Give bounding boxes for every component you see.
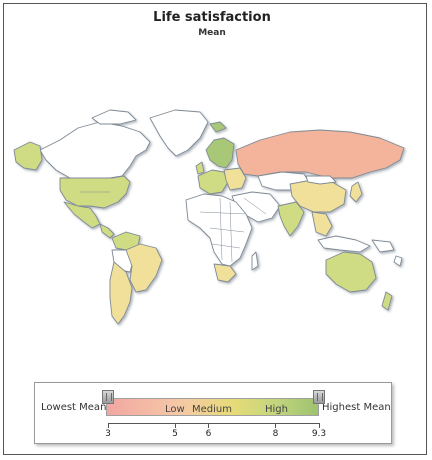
legend-tick-0 [108,423,109,428]
legend-tick-label-3: 8 [272,429,279,439]
region-canada[interactable] [39,121,151,179]
legend-tick-4 [319,423,320,428]
africa-border-2 [209,227,245,233]
legend-handle-max[interactable] [313,390,325,404]
region-russia[interactable] [235,129,405,179]
legend-axis-line [108,423,319,424]
mideast-border [243,197,267,215]
legend-lowest-label: Lowest Mean [41,402,107,413]
region-madagascar[interactable] [251,251,259,271]
africa-border-1 [199,211,247,215]
region-brazil[interactable] [125,243,163,293]
region-australia[interactable] [325,251,377,293]
region-new-zealand[interactable] [381,291,393,311]
legend-tick-label-2: 6 [205,429,212,439]
africa-border-4 [229,201,233,263]
legend-tick-label-4: 9.3 [311,429,327,439]
region-uk[interactable] [195,161,205,175]
legend-color-bar [106,398,319,416]
region-south-africa[interactable] [213,263,237,283]
legend-handle-min[interactable] [102,390,114,404]
region-mongolia[interactable] [305,175,337,185]
region-scandinavia[interactable] [205,137,235,169]
legend-highest-label: Highest Mean [322,402,391,413]
legend-tick-1 [174,423,176,428]
region-greenland[interactable] [149,109,209,157]
africa-border-5 [211,243,241,249]
africa-border-3 [219,197,223,261]
region-southeast-asia[interactable] [311,211,333,237]
legend-tick-2 [208,423,210,428]
legend-tick-label-1: 5 [172,429,178,439]
region-argentina-chile[interactable] [109,261,133,325]
region-india[interactable] [277,201,305,237]
region-arctic-islands[interactable] [91,109,137,125]
region-central-america[interactable] [99,223,115,239]
region-indonesia[interactable] [317,235,371,253]
region-iceland[interactable] [209,121,227,133]
legend-band-low: Low [165,404,185,415]
page-title: Life satisfaction [153,10,271,25]
region-western-europe[interactable] [197,169,229,195]
world-map [13,109,405,325]
legend-band-medium: Medium [192,404,232,415]
legend-band-high: High [265,404,288,415]
page-subtitle: Mean [198,28,226,38]
region-new-guinea[interactable] [371,239,395,253]
region-pacific-islands[interactable] [393,255,403,267]
legend-tick-label-0: 3 [105,429,111,439]
region-alaska[interactable] [13,141,43,171]
legend-tick-3 [275,423,277,428]
region-japan[interactable] [349,181,363,203]
